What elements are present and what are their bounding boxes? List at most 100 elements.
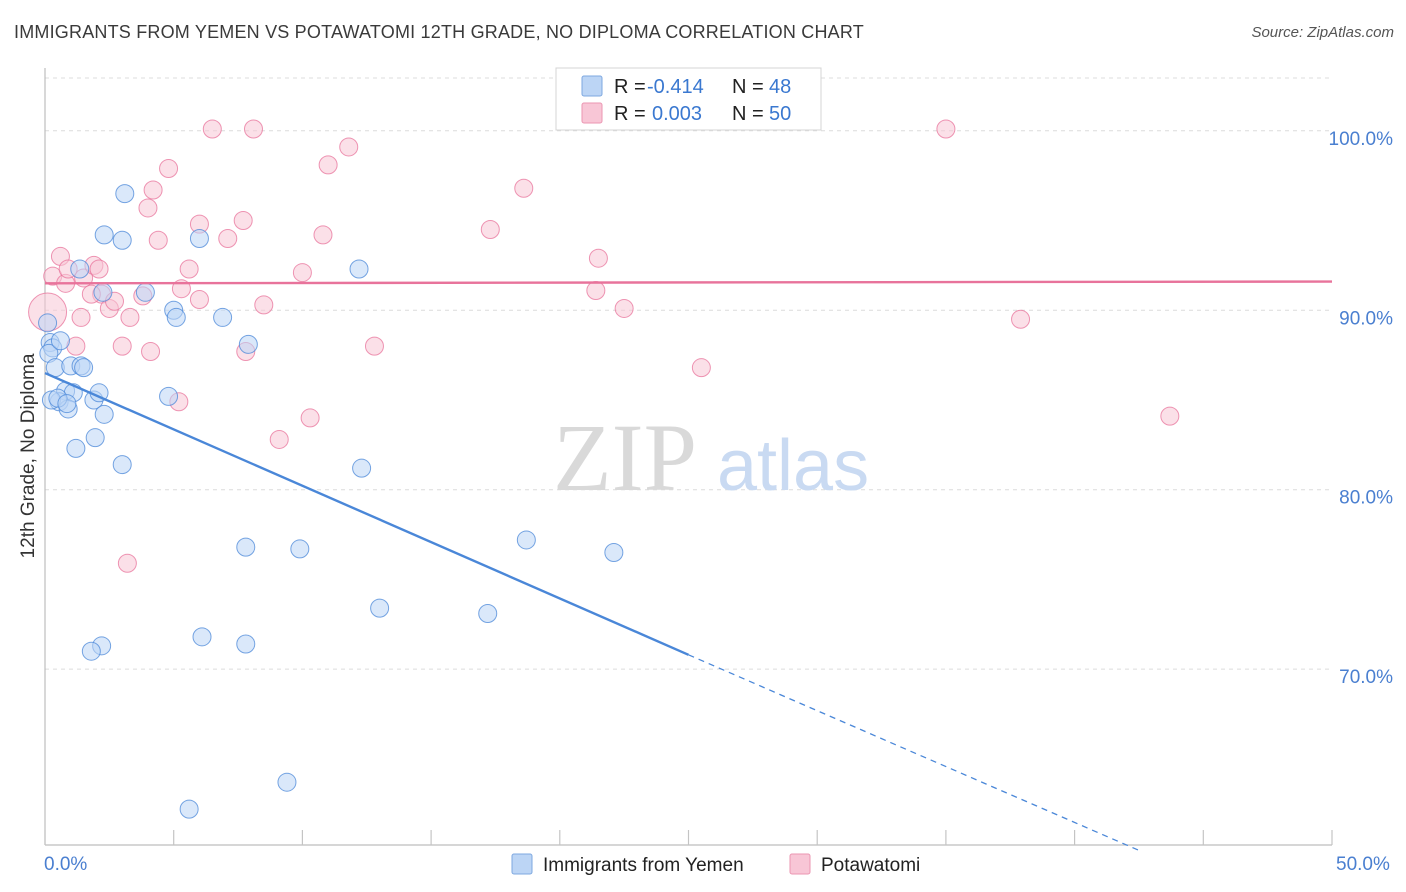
- y-tick-label: 100.0%: [1329, 129, 1394, 150]
- data-point: [300, 408, 320, 428]
- data-point: [480, 220, 500, 240]
- data-point: [57, 394, 77, 414]
- stats-n-label-yemen: N =: [732, 76, 764, 98]
- x-tick-label-min: 0.0%: [44, 854, 87, 875]
- stats-r-label-yemen: R =: [614, 76, 646, 98]
- data-point: [159, 386, 179, 406]
- trend-lines: [44, 280, 1333, 851]
- data-point: [117, 553, 137, 573]
- trend-line: [44, 280, 1333, 285]
- watermark-zip: ZIP: [553, 404, 697, 511]
- data-point: [936, 119, 956, 139]
- x-axis-ticks: [44, 830, 1333, 845]
- stats-r-value-yemen: -0.414: [647, 76, 704, 98]
- data-point: [238, 334, 258, 354]
- trend-line: [44, 371, 689, 656]
- stats-legend: R = -0.414 N = 48 R = 0.003 N = 50: [555, 67, 822, 131]
- data-point: [85, 428, 105, 448]
- data-point: [516, 530, 536, 550]
- data-point: [243, 119, 263, 139]
- data-point: [93, 282, 113, 302]
- data-point: [233, 211, 253, 231]
- data-point: [112, 336, 132, 356]
- stats-swatch-yemen: [581, 75, 603, 97]
- data-point: [94, 404, 114, 424]
- data-point: [254, 295, 274, 315]
- stats-r-label-potawatomi: R =: [614, 103, 646, 125]
- data-point: [364, 336, 384, 356]
- data-point: [604, 543, 624, 563]
- series-potawatomi-points: [28, 119, 1180, 573]
- data-point: [192, 627, 212, 647]
- y-tick-label: 70.0%: [1339, 667, 1393, 688]
- series-yemen-points: [38, 184, 624, 819]
- data-point: [138, 198, 158, 218]
- data-point: [115, 184, 135, 204]
- y-axis-label: 12th Grade, No Diploma: [18, 353, 39, 558]
- data-point: [478, 604, 498, 624]
- data-point: [112, 455, 132, 475]
- legend-label-potawatomi: Potawatomi: [821, 855, 920, 876]
- watermark-atlas: atlas: [717, 426, 869, 506]
- data-point: [159, 158, 179, 178]
- legend-label-yemen: Immigrants from Yemen: [543, 855, 744, 876]
- data-point: [143, 180, 163, 200]
- data-point: [586, 281, 606, 301]
- data-point: [112, 230, 132, 250]
- bottom-legend: Immigrants from Yemen Potawatomi: [511, 853, 920, 876]
- legend-swatch-potawatomi: [789, 853, 811, 875]
- trend-line-extension: [688, 654, 1140, 851]
- data-point: [166, 307, 186, 327]
- source-label: Source: ZipAtlas.com: [1251, 24, 1394, 41]
- stats-swatch-potawatomi: [581, 102, 603, 124]
- data-point: [292, 263, 312, 283]
- data-point: [179, 799, 199, 819]
- data-point: [94, 225, 114, 245]
- data-point: [202, 119, 222, 139]
- grid-lines: [45, 77, 1332, 670]
- data-point: [189, 289, 209, 309]
- data-point: [179, 259, 199, 279]
- data-point: [213, 307, 233, 327]
- data-point: [189, 228, 209, 248]
- data-point: [269, 429, 289, 449]
- data-point: [1160, 406, 1180, 426]
- data-point: [120, 307, 140, 327]
- data-point: [66, 438, 86, 458]
- data-point: [148, 230, 168, 250]
- data-point: [691, 358, 711, 378]
- data-point: [38, 313, 58, 333]
- data-point: [349, 259, 369, 279]
- watermark: ZIP atlas: [553, 404, 869, 511]
- data-point: [1011, 309, 1031, 329]
- stats-n-value-potawatomi: 50: [769, 103, 791, 125]
- chart-title: IMMIGRANTS FROM YEMEN VS POTAWATOMI 12TH…: [14, 22, 864, 42]
- x-tick-label-max: 50.0%: [1336, 854, 1390, 875]
- data-point: [71, 307, 91, 327]
- data-point: [514, 178, 534, 198]
- data-point: [141, 342, 161, 362]
- data-point: [313, 225, 333, 245]
- stats-n-label-potawatomi: N =: [732, 103, 764, 125]
- data-point: [588, 248, 608, 268]
- data-point: [318, 155, 338, 175]
- data-point: [135, 282, 155, 302]
- data-point: [89, 259, 109, 279]
- data-point: [614, 298, 634, 318]
- data-point: [70, 259, 90, 279]
- data-point: [277, 772, 297, 792]
- y-tick-label: 80.0%: [1339, 488, 1393, 509]
- data-point: [218, 228, 238, 248]
- stats-n-value-yemen: 48: [769, 76, 791, 98]
- legend-swatch-yemen: [511, 853, 533, 875]
- stats-r-value-potawatomi: 0.003: [652, 103, 702, 125]
- data-point: [352, 458, 372, 478]
- data-point: [236, 634, 256, 654]
- y-tick-labels: 100.0% 90.0% 80.0% 70.0%: [1329, 129, 1394, 688]
- data-point: [81, 641, 101, 661]
- data-point: [50, 331, 70, 351]
- data-point: [236, 537, 256, 557]
- data-point: [290, 539, 310, 559]
- data-point: [74, 358, 94, 378]
